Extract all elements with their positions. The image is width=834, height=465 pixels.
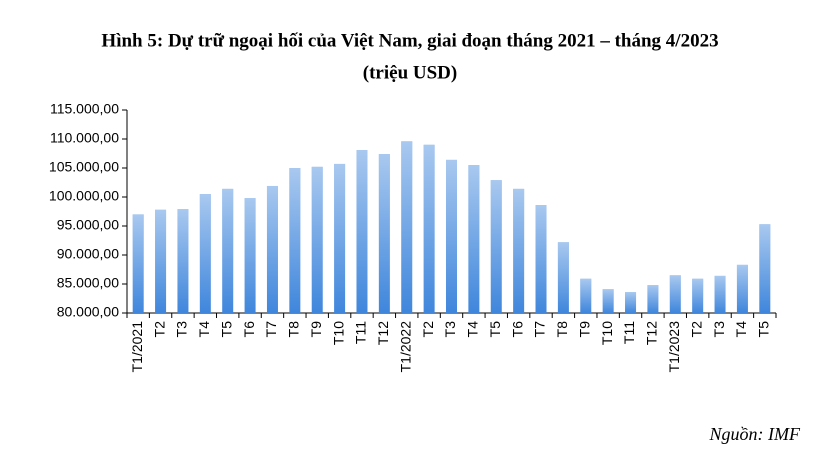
bar-shade bbox=[378, 154, 390, 313]
x-tick-label: T5 bbox=[487, 321, 503, 338]
x-tick-label: T9 bbox=[308, 321, 324, 338]
x-tick-label: T3 bbox=[711, 321, 727, 338]
x-tick-label: T1/2021 bbox=[129, 321, 145, 373]
x-tick-label: T11 bbox=[621, 321, 637, 344]
bar-shade bbox=[177, 209, 189, 313]
bar-shade bbox=[311, 166, 323, 313]
x-tick-label: T5 bbox=[218, 321, 234, 338]
bar-shade bbox=[647, 285, 659, 313]
bar-shade bbox=[535, 205, 547, 313]
bar-shade bbox=[513, 188, 525, 313]
x-tick-label: T2 bbox=[420, 321, 436, 338]
bar-shade bbox=[468, 165, 480, 313]
x-tick-label: T7 bbox=[532, 321, 548, 338]
bar-shade bbox=[334, 163, 346, 313]
bar-shade bbox=[446, 159, 457, 313]
y-tick-label: 115.000,00 bbox=[50, 101, 119, 117]
bar-shade bbox=[423, 144, 435, 313]
bar-shade bbox=[580, 278, 592, 313]
y-tick-label: 80.000,00 bbox=[57, 304, 119, 320]
source: Nguồn: IMF bbox=[709, 424, 801, 444]
y-tick-label: 95.000,00 bbox=[57, 217, 119, 233]
x-tick-label: T9 bbox=[576, 321, 592, 338]
x-tick-label: T10 bbox=[330, 321, 346, 345]
x-tick-label: T12 bbox=[375, 321, 391, 345]
x-tick-label: T8 bbox=[554, 321, 570, 338]
y-tick-label: 100.000,00 bbox=[49, 188, 119, 204]
x-tick-label: T3 bbox=[174, 321, 190, 338]
x-tick-label: T4 bbox=[465, 321, 481, 338]
bar-shade bbox=[266, 185, 278, 313]
bar-shade bbox=[625, 292, 637, 313]
bar-shade bbox=[557, 242, 569, 313]
bar-shade bbox=[714, 275, 726, 313]
x-tick-label: T12 bbox=[644, 321, 660, 345]
x-tick-label: T4 bbox=[196, 321, 212, 338]
x-tick-label: T5 bbox=[756, 321, 772, 338]
x-tick-label: T7 bbox=[263, 321, 279, 338]
x-tick-label: T10 bbox=[599, 321, 615, 345]
bar-shade bbox=[244, 198, 256, 313]
x-tick-label: T3 bbox=[442, 321, 458, 338]
bar-shade bbox=[490, 180, 502, 313]
x-tick-label: T4 bbox=[733, 321, 749, 338]
bar-shade bbox=[289, 168, 301, 313]
bar-shade bbox=[736, 264, 748, 313]
bar-shade bbox=[132, 214, 144, 313]
y-tick-label: 85.000,00 bbox=[57, 275, 119, 291]
x-tick-label: T2 bbox=[151, 321, 167, 338]
x-tick-label: T11 bbox=[353, 321, 369, 344]
bar-shade bbox=[401, 141, 413, 313]
chart-title: Hình 5: Dự trữ ngoại hối của Việt Nam, g… bbox=[101, 30, 718, 51]
x-tick-label: T1/2023 bbox=[666, 321, 682, 373]
bar-shade bbox=[692, 278, 704, 313]
bar-shade bbox=[602, 289, 614, 313]
chart-subtitle: (triệu USD) bbox=[363, 62, 457, 83]
y-tick-label: 90.000,00 bbox=[57, 246, 119, 262]
bar-shade bbox=[759, 224, 771, 313]
x-tick-label: T6 bbox=[509, 321, 525, 338]
y-tick-label: 105.000,00 bbox=[49, 159, 119, 175]
x-tick-label: T6 bbox=[241, 321, 257, 338]
x-tick-label: T1/2022 bbox=[397, 321, 413, 373]
bar-shade bbox=[155, 209, 167, 313]
bar-shade bbox=[356, 150, 368, 313]
x-tick-label: T2 bbox=[688, 321, 704, 338]
bar-shade bbox=[199, 194, 211, 313]
bar-shade bbox=[669, 275, 681, 313]
x-tick-label: T8 bbox=[286, 321, 302, 338]
y-tick-label: 110.000,00 bbox=[50, 130, 119, 146]
bar-shade bbox=[222, 188, 234, 313]
